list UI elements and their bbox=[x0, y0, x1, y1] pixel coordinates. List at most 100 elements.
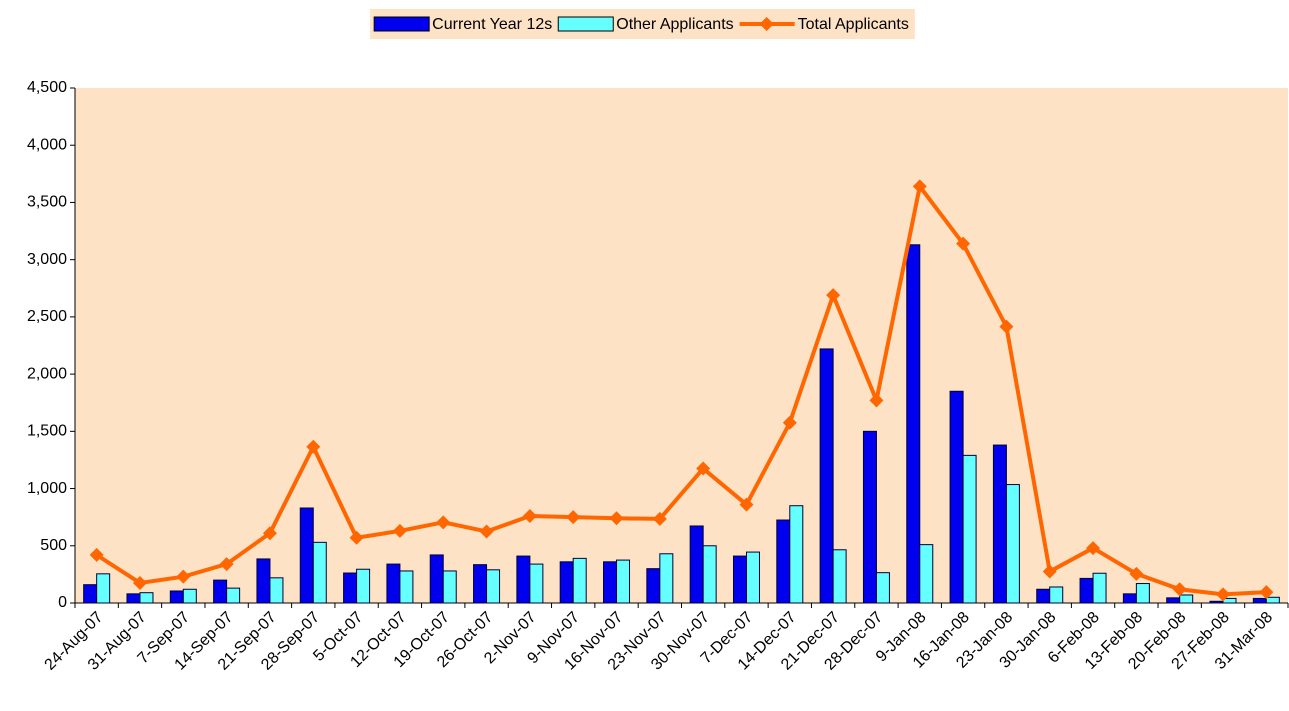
bar bbox=[659, 553, 674, 604]
line-marker bbox=[999, 319, 1014, 334]
y-tick-label: 1,500 bbox=[27, 423, 67, 440]
line-marker bbox=[739, 497, 754, 512]
legend-item: Total Applicants bbox=[739, 16, 909, 33]
bar bbox=[1135, 583, 1150, 604]
bar bbox=[486, 569, 501, 604]
line-marker bbox=[522, 509, 537, 524]
bar bbox=[616, 559, 631, 604]
bar bbox=[442, 570, 457, 604]
bar bbox=[1252, 597, 1267, 604]
y-tick-label: 3,000 bbox=[27, 251, 67, 268]
bar bbox=[256, 558, 271, 604]
bar bbox=[702, 545, 717, 604]
y-tick-label: 500 bbox=[40, 537, 67, 554]
bar bbox=[343, 572, 358, 604]
bar bbox=[269, 577, 284, 604]
line-marker bbox=[219, 557, 234, 572]
bar bbox=[1049, 586, 1064, 604]
line-marker bbox=[826, 288, 841, 303]
bar bbox=[1092, 572, 1107, 604]
bar bbox=[169, 590, 184, 604]
line-marker bbox=[436, 515, 451, 530]
line-marker bbox=[782, 415, 797, 430]
line-marker bbox=[1172, 582, 1187, 597]
bar bbox=[473, 564, 488, 604]
line bbox=[95, 181, 1267, 597]
y-tick-label: 1,000 bbox=[27, 480, 67, 497]
bar bbox=[1079, 577, 1094, 604]
y-tick-label: 3,500 bbox=[27, 194, 67, 211]
bar bbox=[962, 454, 977, 604]
bar bbox=[429, 554, 444, 604]
bar bbox=[689, 525, 704, 604]
bar bbox=[1209, 600, 1224, 604]
line-marker bbox=[176, 569, 191, 584]
legend-label: Current Year 12s bbox=[432, 16, 552, 33]
bar bbox=[399, 570, 414, 604]
legend-label: Other Applicants bbox=[616, 16, 733, 33]
bar bbox=[1122, 593, 1137, 604]
line-marker bbox=[89, 547, 104, 562]
line-marker bbox=[349, 530, 364, 545]
bar bbox=[312, 541, 327, 604]
line-marker bbox=[652, 511, 667, 526]
bar bbox=[226, 587, 241, 604]
bar bbox=[776, 519, 791, 604]
bar bbox=[862, 430, 877, 604]
line-marker bbox=[1216, 587, 1231, 602]
bar bbox=[1005, 484, 1020, 604]
bar bbox=[1179, 594, 1194, 604]
bar bbox=[992, 444, 1007, 604]
line-marker bbox=[132, 575, 147, 590]
bar bbox=[386, 563, 401, 604]
y-tick-label: 4,000 bbox=[27, 136, 67, 153]
line-marker bbox=[566, 510, 581, 525]
bar bbox=[299, 507, 314, 604]
line-marker bbox=[392, 523, 407, 538]
legend: Current Year 12s Other Applicants Total Ap… bbox=[370, 9, 915, 39]
line-marker bbox=[1042, 564, 1057, 579]
legend-item: Current Year 12s bbox=[373, 16, 552, 33]
bar bbox=[182, 588, 197, 604]
bar bbox=[906, 244, 921, 604]
y-tick-label: 0 bbox=[58, 594, 67, 611]
bar bbox=[646, 568, 661, 604]
bar bbox=[213, 579, 228, 604]
line-marker bbox=[479, 524, 494, 539]
bar bbox=[819, 348, 834, 604]
legend-swatch bbox=[373, 16, 430, 32]
line-marker bbox=[956, 236, 971, 251]
bar bbox=[529, 563, 544, 604]
line-marker bbox=[609, 511, 624, 526]
legend-background bbox=[370, 9, 915, 39]
bar bbox=[1265, 596, 1280, 604]
bar bbox=[603, 561, 618, 604]
bar bbox=[516, 555, 531, 604]
bar bbox=[83, 584, 98, 604]
bar bbox=[919, 544, 934, 604]
bar bbox=[732, 555, 747, 604]
bar bbox=[1036, 588, 1051, 604]
line-marker bbox=[306, 439, 321, 454]
bar bbox=[789, 505, 804, 604]
line-marker bbox=[1259, 585, 1274, 600]
bar bbox=[356, 568, 371, 604]
legend-swatch bbox=[557, 16, 614, 32]
bar bbox=[875, 572, 890, 604]
bar bbox=[559, 561, 574, 604]
plot-area bbox=[75, 88, 1288, 603]
bar bbox=[139, 592, 154, 604]
legend-item: Other Applicants bbox=[557, 16, 734, 33]
bar bbox=[572, 557, 587, 604]
y-tick-label: 2,500 bbox=[27, 308, 67, 325]
bar bbox=[745, 551, 760, 604]
line-marker bbox=[696, 461, 711, 476]
line-marker bbox=[1086, 541, 1101, 556]
y-tick-label: 2,000 bbox=[27, 365, 67, 382]
y-tick-label: 4,500 bbox=[27, 79, 67, 96]
line-marker bbox=[869, 393, 884, 408]
bar bbox=[126, 593, 141, 604]
line-marker bbox=[262, 526, 277, 541]
bar bbox=[949, 390, 964, 604]
